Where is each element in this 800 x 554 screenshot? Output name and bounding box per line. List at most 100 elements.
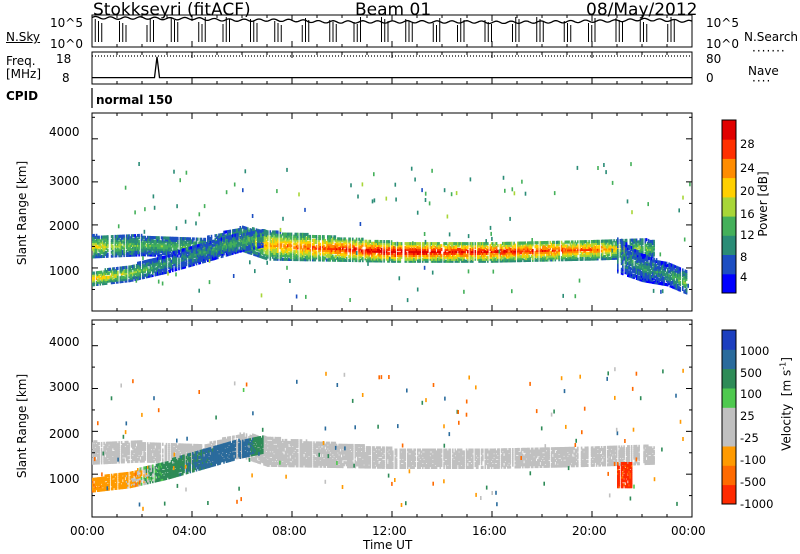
power-cell [177,248,179,252]
power-cell [427,259,429,263]
power-cell [172,268,174,273]
power-cell [440,257,443,261]
power-cell [197,259,199,263]
power-cell [545,256,548,260]
power-cell [343,241,345,245]
power-cell [189,260,192,264]
power-cell [178,267,180,271]
power-cell [104,243,107,247]
power-cell [134,272,137,276]
power-cell [354,257,357,261]
power-cell [252,229,254,233]
power-cell [504,245,507,249]
power-cell [293,242,295,246]
power-cell [528,254,530,259]
power-cell [158,251,160,255]
power-cell [183,248,185,252]
power-cell [263,246,265,250]
power-cell [120,242,123,246]
power-cell [175,256,178,260]
power-cell [198,245,200,250]
power-cell [414,247,417,252]
power-cell [289,248,292,252]
power-cell [323,258,325,262]
power-cell [190,248,193,252]
power-cell [189,254,192,258]
power-cell [377,259,379,263]
power-cell [555,254,558,258]
power-cell [212,251,214,255]
power-cell [368,247,370,251]
power-cell [555,256,558,260]
power-cell [138,235,140,239]
power-cell [150,236,153,240]
power-cell [245,238,248,242]
power-cell [490,249,493,254]
power-cell [415,247,418,252]
power-cell [249,231,252,235]
power-cell [137,234,139,238]
power-cell [259,249,262,253]
power-cell [639,242,642,246]
power-cell [100,245,103,249]
power-cell [447,257,449,261]
power-cell [185,241,188,245]
power-cell [555,244,558,248]
power-cell [225,245,228,249]
power-cell [100,272,103,276]
power-cell [414,244,417,248]
power-cell [304,258,307,262]
power-cell [410,249,413,254]
power-cell [149,266,152,270]
power-cell [155,261,158,265]
power-cell [200,254,203,258]
power-cell [262,238,264,242]
power-cell [388,245,390,250]
power-cell [625,242,628,246]
power-cell [399,244,402,248]
power-cell [93,233,95,238]
power-cell [425,247,428,252]
power-cell [315,246,318,250]
power-cell [170,263,173,267]
power-cell [132,234,134,238]
power-cell [419,255,422,259]
power-cell [410,257,413,261]
power-cell [625,246,628,250]
power-cell [180,240,183,245]
power-cell [289,234,292,238]
power-cell [225,234,228,238]
power-cell [582,253,584,257]
power-cell [134,245,137,249]
power-cell [569,252,572,256]
power-cell [308,254,310,258]
power-cell [95,241,98,245]
power-cell [348,237,350,241]
power-cell [424,247,427,252]
power-cell [184,247,187,252]
power-cell [462,247,464,252]
power-cell [262,251,264,255]
power-cell [568,246,570,250]
power-cell [637,255,639,260]
power-cell [253,232,255,236]
power-cell [349,253,352,257]
power-cell [162,246,164,250]
power-cell [193,241,195,245]
power-cell [415,249,418,254]
power-cell [242,225,244,229]
power-cell [259,231,262,235]
power-cell [254,241,257,245]
power-cell [372,251,374,255]
power-cell [472,259,474,263]
power-cell [157,253,159,257]
power-cell [153,259,155,264]
power-cell [542,241,544,245]
power-cell [632,261,634,266]
power-cell [393,259,395,263]
power-cell [510,259,513,263]
power-cell [477,255,479,259]
power-cell [535,243,538,247]
power-cell [522,249,524,253]
power-cell [560,248,563,252]
